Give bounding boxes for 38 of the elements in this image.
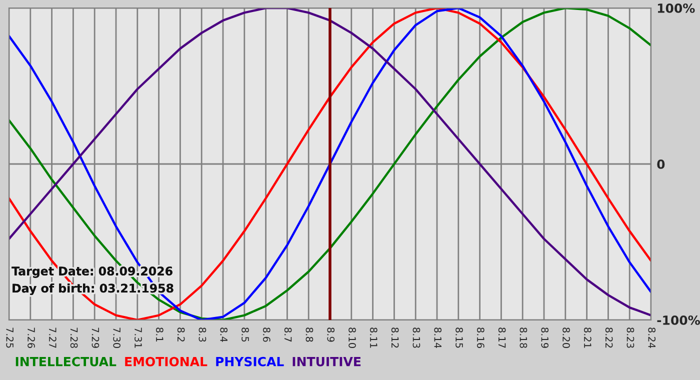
x-tick-label: 8.22 [605,328,613,348]
x-tick-label: 8.1 [156,328,164,342]
y-tick-label: 0 [657,159,665,169]
x-tick-label: 7.25 [6,328,14,348]
x-tick-label: 8.24 [648,328,656,348]
x-tick-label: 8.7 [284,328,292,342]
text: INTELLECTUAL [16,356,116,366]
x-tick-label: 8.9 [327,328,335,342]
x-tick-label: 8.2 [177,328,185,342]
x-tick-label: 8.21 [584,328,592,348]
x-tick-label: 8.11 [370,328,378,348]
text: INTUITIVE [292,357,361,366]
x-tick-label: 8.16 [476,328,484,348]
text: PHYSICAL [216,356,284,366]
x-tick-label: 8.14 [434,328,442,348]
x-tick-label: 7.30 [113,328,121,348]
x-tick-label: 8.5 [242,328,249,342]
x-tick-label: 8.20 [562,328,570,348]
x-tick-label: 8.6 [262,328,270,342]
x-tick-label: 8.13 [412,328,420,348]
x-tick-label: 7.27 [49,328,56,348]
y-tick-label: -100% [657,315,700,325]
x-tick-label: 8.17 [498,328,506,348]
x-tick-label: 8.10 [348,328,356,348]
x-tick-label: 7.29 [92,328,100,348]
x-tick-label: 8.8 [306,328,314,342]
x-tick-label: 8.4 [220,328,228,342]
x-tick-label: 8.15 [456,328,463,348]
x-tick-label: 7.28 [70,328,78,348]
x-tick-label: 8.19 [541,328,549,348]
x-tick-label: 8.23 [626,328,634,348]
x-tick-label: 7.31 [134,328,142,348]
text: EMOTIONAL [125,356,208,366]
x-tick-label: 8.12 [391,328,399,348]
y-tick-label: 100% [658,3,695,13]
x-tick-label: 7.26 [28,328,35,348]
x-tick-label: 8.18 [520,328,528,348]
x-tick-label: 8.3 [198,328,206,342]
